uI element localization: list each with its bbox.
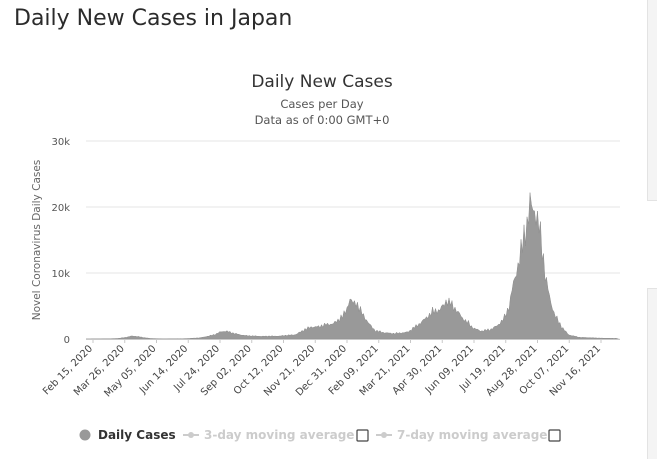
legend-label-daily-cases: Daily Cases xyxy=(98,428,176,442)
y-tick-label: 10k xyxy=(51,269,70,280)
daily-cases-area xyxy=(86,192,619,340)
chart-subtitle-line-2: Data as of 0:00 GMT+0 xyxy=(255,113,390,127)
page-title: Daily New Cases in Japan xyxy=(14,6,293,31)
side-panel-edge-bottom xyxy=(647,288,657,459)
y-axis-ticks: 0 10k 20k 30k xyxy=(51,137,70,346)
legend-marker-3day xyxy=(188,432,194,438)
legend: Daily Cases 3-day moving average 7-day mov… xyxy=(79,428,561,442)
y-axis-label: Novel Coronavirus Daily Cases xyxy=(31,160,43,321)
y-tick-label: 30k xyxy=(51,137,70,148)
side-panel-edge-top xyxy=(647,0,657,201)
legend-marker-daily-cases xyxy=(79,429,91,441)
legend-label-3day: 3-day moving average xyxy=(204,428,354,442)
checkbox-3day-moving-average[interactable] xyxy=(356,429,369,442)
chart-title: Daily New Cases xyxy=(251,72,393,92)
plot-area xyxy=(86,192,619,340)
chart-subtitle-line-1: Cases per Day xyxy=(280,97,363,111)
y-tick-label: 20k xyxy=(51,203,70,214)
daily-cases-chart: Daily New Cases Cases per Day Data as of… xyxy=(31,72,620,442)
checkbox-7day-moving-average[interactable] xyxy=(548,429,561,442)
legend-marker-7day xyxy=(381,432,387,438)
y-tick-label: 0 xyxy=(64,335,70,346)
legend-label-7day: 7-day moving average xyxy=(397,428,547,442)
